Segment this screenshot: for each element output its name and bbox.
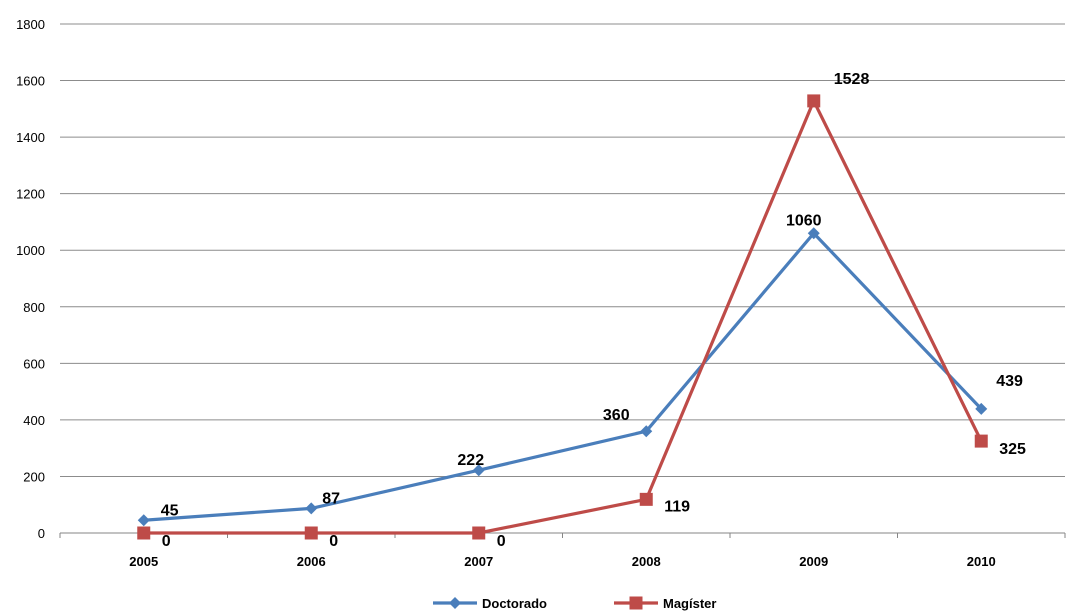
y-tick-label: 200 <box>23 469 45 484</box>
data-label: 325 <box>999 441 1026 458</box>
data-point-marker <box>974 434 988 448</box>
y-tick-label: 1600 <box>16 74 45 89</box>
data-label: 87 <box>322 490 340 507</box>
data-point-marker <box>639 492 653 506</box>
data-point-marker <box>472 464 485 477</box>
y-tick-label: 800 <box>23 300 45 315</box>
data-label: 0 <box>329 533 338 550</box>
data-point-marker <box>975 402 988 415</box>
data-label: 0 <box>162 533 171 550</box>
y-tick-label: 400 <box>23 413 45 428</box>
series-markers <box>137 94 988 540</box>
data-label: 439 <box>996 373 1023 390</box>
data-point-marker <box>304 526 318 540</box>
legend-label: Magíster <box>663 596 716 611</box>
data-label: 0 <box>497 533 506 550</box>
data-label: 45 <box>161 502 179 519</box>
legend-item: Doctorado <box>433 596 547 611</box>
y-tick-label: 1000 <box>16 243 45 258</box>
data-labels: 45 87 222 360 1060 439 0 0 0 119 1528 325 <box>161 71 1026 550</box>
gridlines <box>60 23 1065 534</box>
data-point-marker <box>472 526 486 540</box>
legend-swatch-marker <box>449 597 461 609</box>
x-axis: 2005 2006 2007 2008 2009 2010 <box>59 533 1066 569</box>
legend-item: Magíster <box>614 596 716 611</box>
x-tick-label: 2007 <box>464 554 493 569</box>
series-lines <box>143 99 983 535</box>
series-line-doctorado <box>143 231 983 522</box>
data-point-marker <box>807 94 821 108</box>
legend-label: Doctorado <box>482 596 547 611</box>
data-label: 1060 <box>786 212 822 229</box>
legend-swatch-marker <box>629 596 643 610</box>
data-label: 1528 <box>834 71 870 88</box>
data-point-marker <box>137 514 150 527</box>
y-tick-label: 1200 <box>16 187 45 202</box>
data-point-marker <box>640 425 653 438</box>
y-tick-label: 0 <box>38 526 45 541</box>
x-tick-label: 2006 <box>297 554 326 569</box>
x-tick-label: 2009 <box>799 554 828 569</box>
x-tick-label: 2005 <box>129 554 158 569</box>
data-point-marker <box>137 526 151 540</box>
data-point-marker <box>807 227 820 240</box>
y-tick-label: 1800 <box>16 17 45 32</box>
y-tick-label: 1400 <box>16 130 45 145</box>
x-tick-label: 2010 <box>967 554 996 569</box>
data-point-marker <box>305 502 318 515</box>
series-line-magster <box>143 99 983 535</box>
y-axis: 0 200 400 600 800 1000 1200 1400 1600 1800 <box>16 17 45 541</box>
legend: Doctorado Magíster <box>433 596 716 611</box>
data-label: 222 <box>457 452 484 469</box>
data-label: 119 <box>664 498 690 515</box>
data-label: 360 <box>603 407 630 424</box>
y-tick-label: 600 <box>23 356 45 371</box>
x-tick-label: 2008 <box>632 554 661 569</box>
